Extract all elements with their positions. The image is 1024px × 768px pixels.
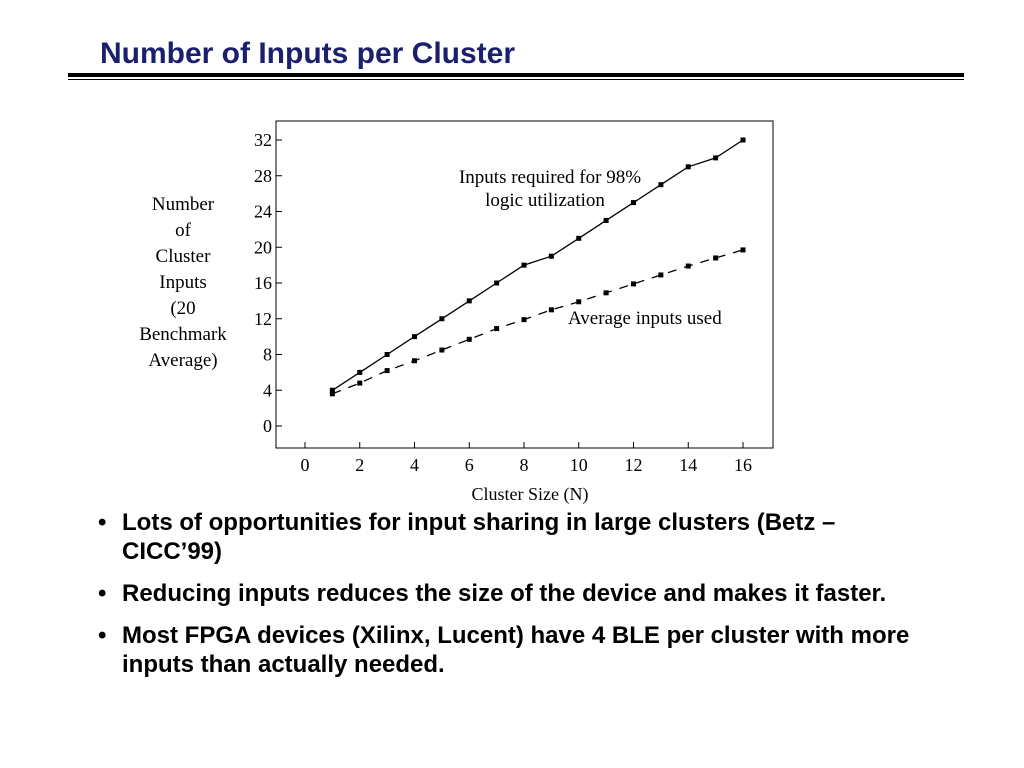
bullet-item: • Most FPGA devices (Xilinx, Lucent) hav… xyxy=(98,621,938,679)
bullet-text: Most FPGA devices (Xilinx, Lucent) have … xyxy=(122,622,910,678)
series-marker xyxy=(548,253,554,259)
series-marker xyxy=(466,298,472,304)
bullet-text: Lots of opportunities for input sharing … xyxy=(122,509,836,565)
series-marker xyxy=(521,262,527,268)
title-underline-thick xyxy=(68,73,964,77)
series-marker xyxy=(576,235,582,241)
y-axis-label-line: Number xyxy=(151,194,215,215)
bullet-list: • Lots of opportunities for input sharin… xyxy=(98,508,938,692)
x-tick-label: 14 xyxy=(679,455,697,475)
x-tick-label: 6 xyxy=(465,455,474,475)
x-tick-label: 0 xyxy=(301,455,310,475)
series-marker xyxy=(357,369,363,375)
y-axis-label-line: Average) xyxy=(148,350,218,371)
bullet-marker: • xyxy=(98,622,107,649)
y-axis-label-line: Benchmark xyxy=(139,324,227,345)
series-marker xyxy=(713,255,719,261)
series-marker xyxy=(603,290,609,296)
y-tick-label: 0 xyxy=(263,416,272,436)
y-tick-label: 12 xyxy=(254,309,272,329)
y-axis-label-line: Cluster xyxy=(155,246,211,267)
y-tick-label: 8 xyxy=(263,345,272,365)
series-marker xyxy=(631,281,636,287)
x-tick-label: 12 xyxy=(625,455,643,475)
bullet-item: • Lots of opportunities for input sharin… xyxy=(98,508,938,566)
bullet-text: Reducing inputs reduces the size of the … xyxy=(122,580,887,607)
series-marker xyxy=(631,200,636,206)
series-marker xyxy=(713,155,719,161)
series-marker xyxy=(412,334,417,340)
series-marker xyxy=(466,336,472,342)
y-axis-label-line: Inputs xyxy=(159,272,207,293)
series-marker xyxy=(740,137,746,143)
series-marker xyxy=(658,182,664,188)
x-axis-label: Cluster Size (N) xyxy=(472,484,589,505)
series-marker xyxy=(329,391,335,397)
series-marker xyxy=(384,352,390,357)
bullet-marker: • xyxy=(98,580,107,607)
series-marker xyxy=(658,272,664,278)
chart: Number of Cluster Inputs (20 Benchmark A… xyxy=(120,110,800,510)
x-tick-label: 4 xyxy=(410,455,419,475)
series-marker xyxy=(329,387,335,393)
series-marker xyxy=(439,316,445,322)
series-marker xyxy=(412,358,417,364)
series-marker xyxy=(357,380,363,386)
series-marker xyxy=(685,263,691,269)
y-tick-label: 24 xyxy=(254,202,272,222)
y-tick-label: 4 xyxy=(263,380,272,400)
series-line xyxy=(332,139,744,391)
series-marker xyxy=(439,347,445,353)
x-tick-label: 8 xyxy=(520,455,529,475)
series-marker xyxy=(494,280,500,286)
series-marker xyxy=(494,326,500,332)
slide-title: Number of Inputs per Cluster xyxy=(100,37,516,70)
series-label: Average inputs used xyxy=(568,308,722,329)
y-axis-label: Number of Cluster Inputs (20 Benchmark A… xyxy=(120,192,246,374)
y-axis-label-line: (20 xyxy=(170,298,196,319)
x-tick-label: 2 xyxy=(355,455,364,475)
series-label: Inputs required for 98% xyxy=(459,167,641,188)
series-marker xyxy=(548,307,554,313)
x-tick-label: 10 xyxy=(570,455,588,475)
bullet-marker: • xyxy=(98,509,107,536)
bullet-item: • Reducing inputs reduces the size of th… xyxy=(98,579,938,608)
series-marker xyxy=(384,368,390,374)
y-axis-label-line: of xyxy=(175,220,191,241)
y-tick-label: 28 xyxy=(254,166,272,186)
y-tick-label: 20 xyxy=(254,237,272,257)
series-line xyxy=(332,249,744,395)
y-tick-label: 16 xyxy=(254,273,272,293)
series-label: logic utilization xyxy=(485,190,605,211)
series-marker xyxy=(740,247,746,253)
series-marker xyxy=(521,317,527,323)
y-tick-label: 32 xyxy=(254,130,272,150)
series-marker xyxy=(576,299,582,305)
series-marker xyxy=(603,217,609,223)
series-marker xyxy=(685,164,691,170)
x-tick-label: 16 xyxy=(734,455,752,475)
title-underline-thin xyxy=(68,79,964,80)
